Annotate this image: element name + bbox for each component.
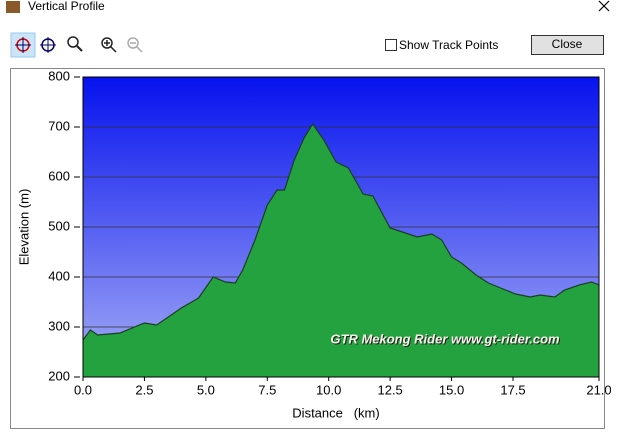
y-tick-label: 200 bbox=[48, 368, 70, 383]
x-tick-label: 15.0 bbox=[439, 382, 464, 397]
x-tick-label: 2.5 bbox=[135, 382, 153, 397]
x-tick-label: 10.0 bbox=[316, 382, 341, 397]
x-tick-label: 0.0 bbox=[74, 382, 92, 397]
x-tick-label: 5.0 bbox=[197, 382, 215, 397]
elevation-line bbox=[82, 122, 600, 341]
x-tick-label: 17.5 bbox=[500, 382, 525, 397]
checkbox[interactable] bbox=[385, 39, 397, 51]
checkbox-label[interactable]: Show Track Points bbox=[399, 38, 498, 52]
tool-zoom-in[interactable] bbox=[101, 37, 113, 49]
app-icon bbox=[6, 1, 20, 13]
y-tick-label: 400 bbox=[48, 268, 70, 283]
elevation-area bbox=[83, 124, 599, 377]
tool-zoom-out[interactable] bbox=[127, 37, 139, 49]
y-tick-label: 500 bbox=[48, 218, 70, 233]
y-tick-label: 600 bbox=[48, 168, 70, 183]
tool-icon bbox=[15, 37, 31, 53]
tool-icon bbox=[40, 37, 56, 53]
annotation-shadow: GTR Mekong Rider www.gt-rider.com bbox=[331, 332, 561, 347]
tool-icon bbox=[76, 45, 83, 52]
annotation: GTR Mekong Rider www.gt-rider.com bbox=[330, 331, 560, 346]
x-tick-label: 12.5 bbox=[377, 382, 402, 397]
y-axis-label: Elevation (m) bbox=[16, 189, 31, 266]
tool-zoom-box[interactable] bbox=[67, 36, 79, 48]
y-tick-label: 700 bbox=[48, 118, 70, 133]
window-title: Vertical Profile bbox=[28, 0, 105, 13]
x-tick-label: 21.0 bbox=[586, 382, 611, 397]
tool-icon bbox=[130, 42, 143, 53]
close-x[interactable] bbox=[598, 0, 610, 12]
x-tick-label: 7.5 bbox=[258, 382, 276, 397]
close-button[interactable] bbox=[531, 35, 604, 55]
y-tick-label: 300 bbox=[48, 318, 70, 333]
plot-border bbox=[82, 76, 600, 378]
close-button-label[interactable]: Close bbox=[552, 37, 583, 51]
x-axis-label: Distance (km) bbox=[292, 405, 379, 420]
y-tick-label: 800 bbox=[48, 68, 70, 83]
tool-icon bbox=[104, 40, 117, 53]
